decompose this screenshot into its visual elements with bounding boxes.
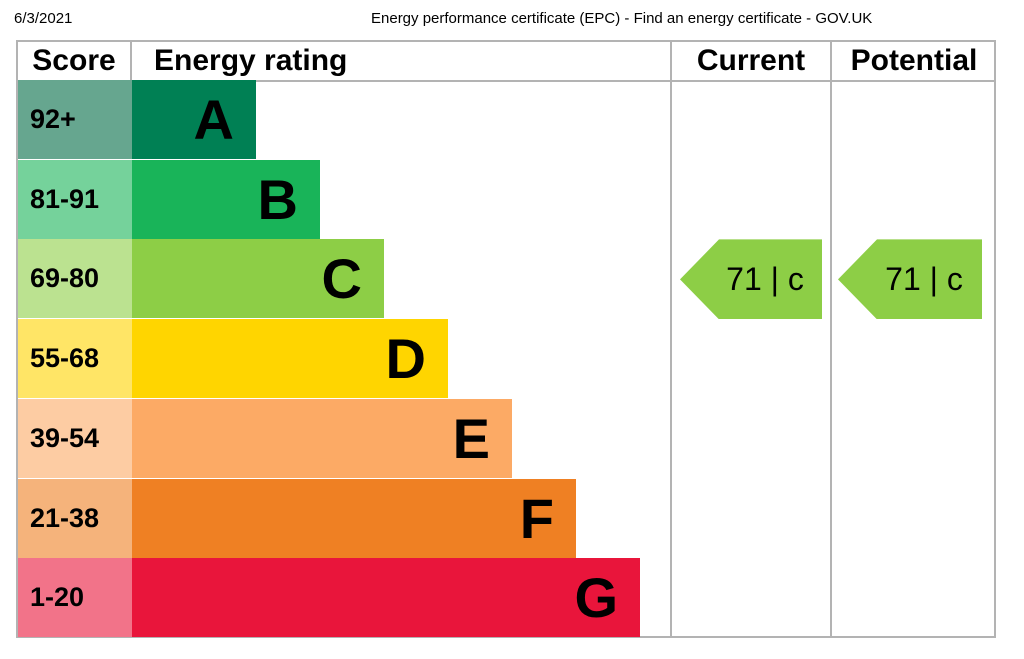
- band-bar-f: F: [132, 478, 576, 558]
- potential-header: Potential: [830, 42, 996, 80]
- epc-rating-chart: Score Energy rating Current Potential 92…: [16, 40, 996, 638]
- band-score-a: 92+: [18, 80, 132, 159]
- band-bar-a: A: [132, 80, 256, 159]
- current-header: Current: [670, 42, 830, 80]
- band-score-f: 21-38: [18, 478, 132, 558]
- print-header: 6/3/2021 Energy performance certificate …: [0, 10, 1024, 30]
- band-bar-c: C: [132, 239, 384, 319]
- current-column-divider: [670, 80, 672, 638]
- score-header: Score: [18, 42, 132, 80]
- band-bar-d: D: [132, 319, 448, 399]
- band-score-e: 39-54: [18, 398, 132, 478]
- potential-column-divider: [830, 80, 832, 638]
- current-rating-arrow: 71 | c: [680, 239, 822, 320]
- band-score-d: 55-68: [18, 319, 132, 399]
- band-score-g: 1-20: [18, 558, 132, 638]
- band-bar-e: E: [132, 398, 512, 478]
- band-bar-b: B: [132, 159, 320, 239]
- band-score-c: 69-80: [18, 239, 132, 319]
- print-title: Energy performance certificate (EPC) - F…: [371, 10, 873, 27]
- band-score-b: 81-91: [18, 159, 132, 239]
- energy-rating-header: Energy rating: [154, 44, 348, 77]
- print-date: 6/3/2021: [14, 10, 73, 27]
- potential-rating-arrow: 71 | c: [838, 239, 982, 320]
- band-bar-g: G: [132, 558, 640, 638]
- header-divider: [18, 80, 994, 82]
